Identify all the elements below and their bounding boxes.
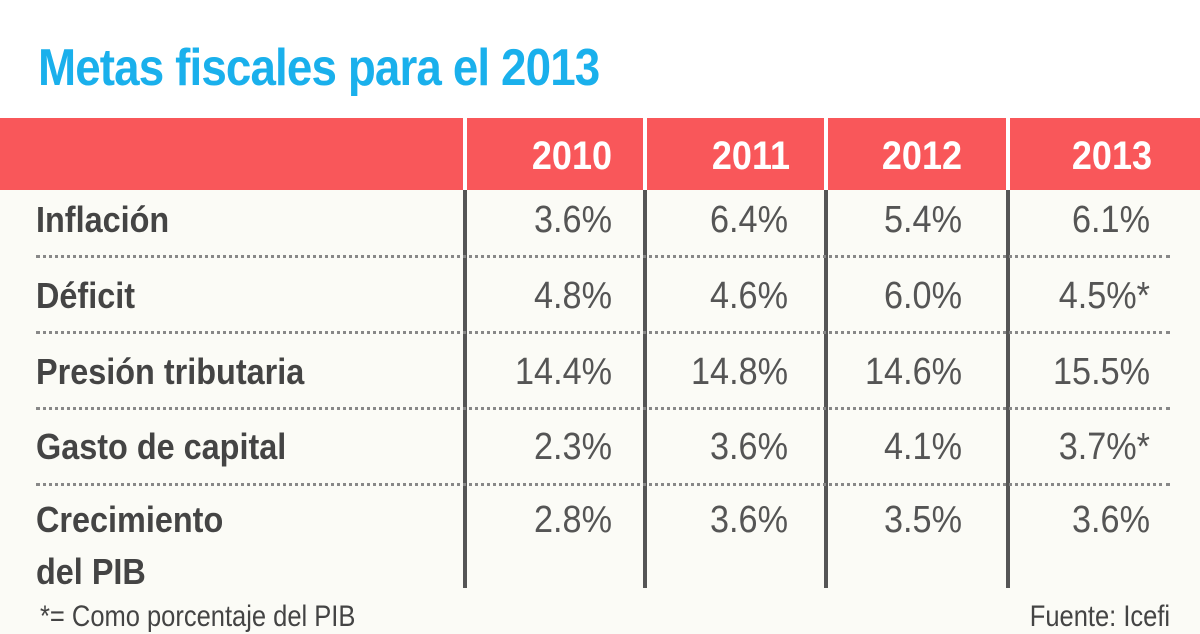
cell: 3.6% — [710, 499, 788, 541]
row-separator — [36, 255, 1170, 258]
cell: 15.5% — [1053, 351, 1150, 393]
column-header-2012: 2012 — [881, 134, 962, 178]
footnote: *= Como porcentaje del PIB — [40, 600, 356, 633]
cell: 3.6% — [534, 199, 612, 241]
column-header-2013: 2013 — [1071, 134, 1152, 178]
column-divider — [824, 190, 828, 588]
cell: 4.8% — [534, 275, 612, 317]
cell: 4.6% — [710, 275, 788, 317]
row-label: Inflación — [36, 199, 170, 240]
source: Fuente: Icefi — [1029, 600, 1170, 633]
title-area — [0, 0, 1200, 118]
cell: 6.0% — [884, 275, 962, 317]
column-header-2011: 2011 — [711, 134, 790, 178]
header-divider — [643, 118, 647, 190]
column-header-2010: 2010 — [531, 134, 612, 178]
cell: 14.8% — [691, 351, 788, 393]
cell: 14.4% — [515, 351, 612, 393]
row-label: Crecimiento — [36, 499, 224, 540]
cell: 6.1% — [1072, 199, 1150, 241]
cell: 3.6% — [1072, 499, 1150, 541]
cell: 4.1% — [884, 426, 962, 468]
cell: 3.5% — [884, 499, 962, 541]
column-divider — [643, 190, 647, 588]
header-divider — [1006, 118, 1010, 190]
table-header — [0, 118, 1200, 190]
row-label: Gasto de capital — [36, 426, 287, 467]
column-divider — [1006, 190, 1010, 588]
header-divider — [824, 118, 828, 190]
cell: 14.6% — [865, 351, 962, 393]
page-title: Metas fiscales para el 2013 — [38, 39, 600, 97]
column-divider — [463, 190, 467, 588]
row-label-line2: del PIB — [36, 551, 146, 592]
header-divider — [463, 118, 467, 190]
cell: 2.3% — [534, 426, 612, 468]
cell: 3.7%* — [1058, 426, 1150, 468]
cell: 5.4% — [884, 199, 962, 241]
row-separator — [36, 483, 1170, 486]
row-separator — [36, 407, 1170, 410]
row-label: Presión tributaria — [36, 351, 305, 392]
row-label: Déficit — [36, 275, 136, 316]
row-separator — [36, 331, 1170, 334]
cell: 4.5%* — [1058, 275, 1150, 317]
cell: 2.8% — [534, 499, 612, 541]
cell: 6.4% — [710, 199, 788, 241]
cell: 3.6% — [710, 426, 788, 468]
